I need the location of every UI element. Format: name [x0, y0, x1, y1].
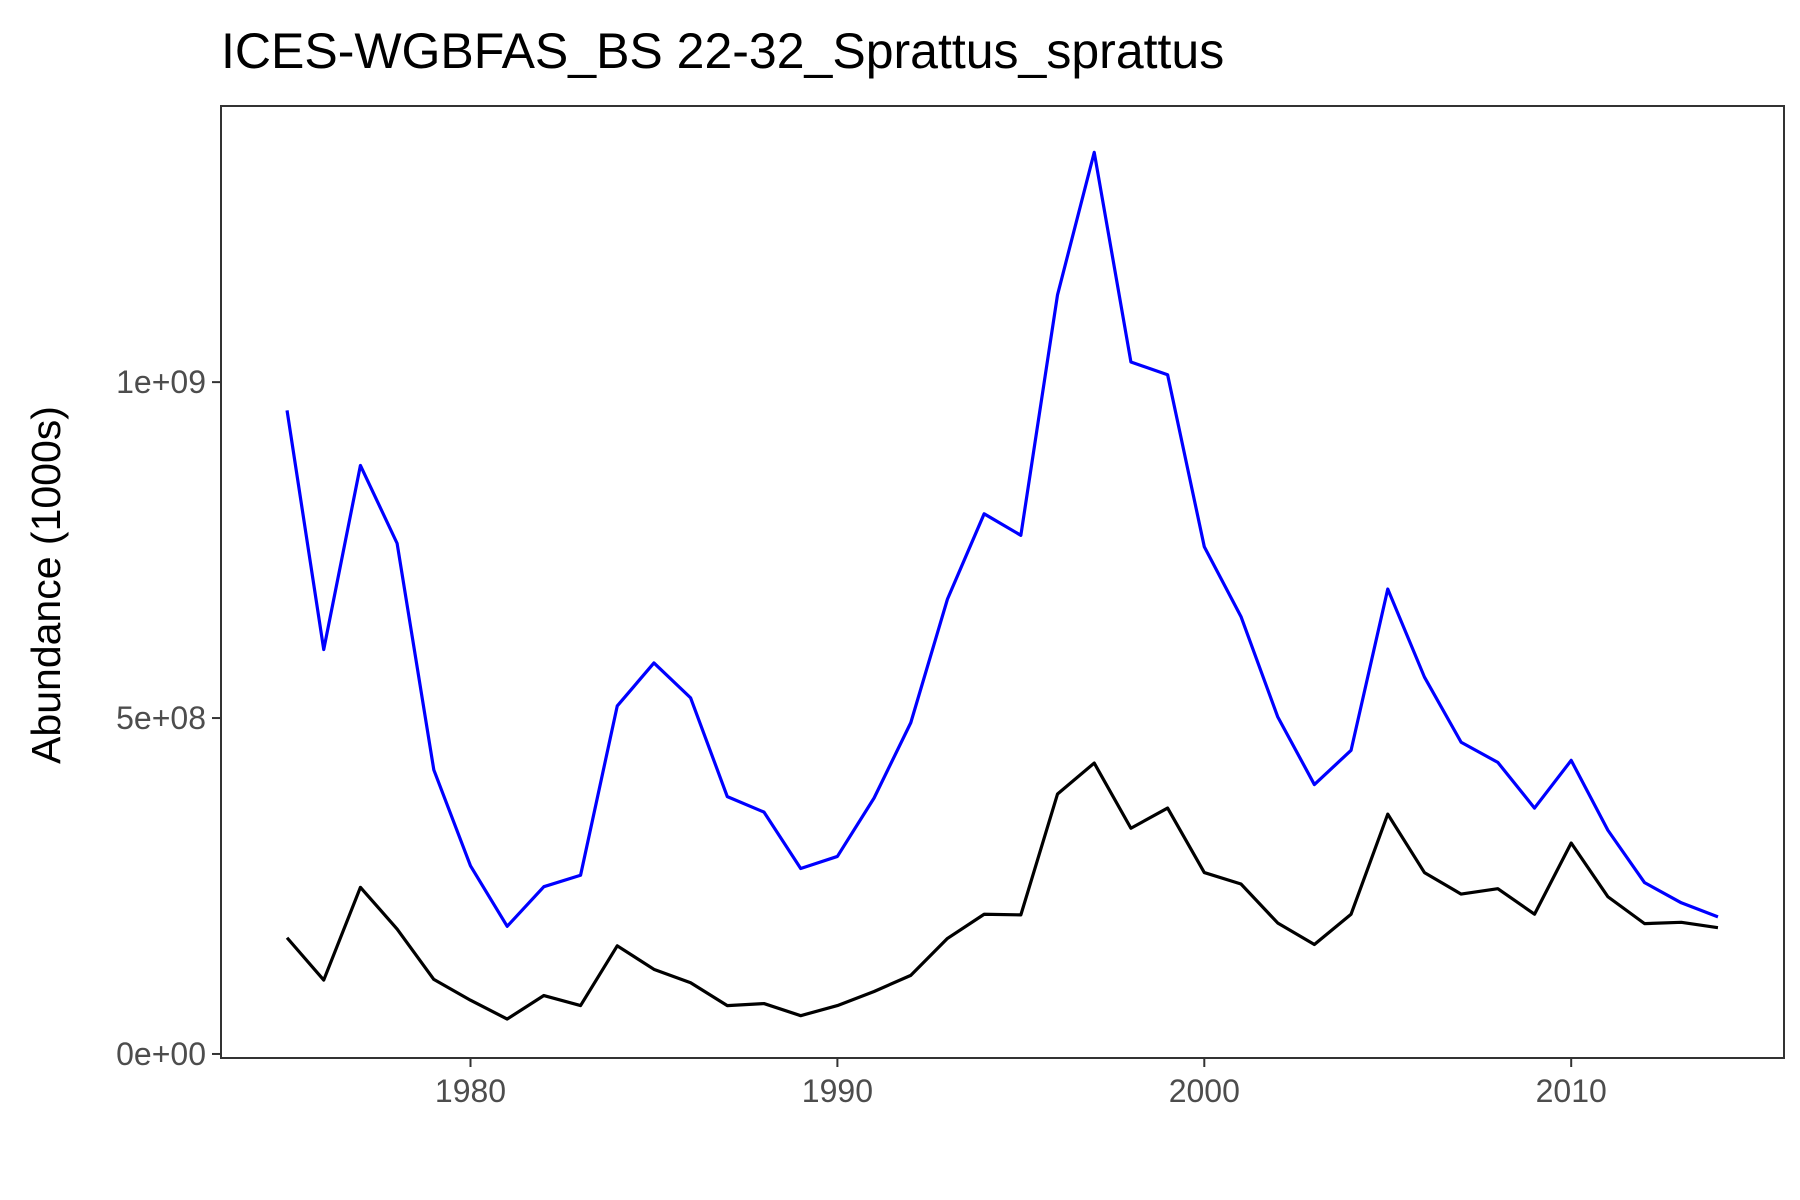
series-line-2	[285, 761, 1719, 1021]
chart-title: ICES-WGBFAS_BS 22-32_Sprattus_sprattus	[221, 23, 1224, 79]
y-axis-label: Abundance (1000s)	[23, 406, 69, 764]
y-axis: 0e+00 5e+08 1e+09	[116, 364, 221, 1072]
plot-area	[220, 105, 1785, 1059]
y-tick-label: 1e+09	[116, 364, 206, 400]
x-tick-label: 1990	[802, 1073, 873, 1109]
series-group	[285, 150, 1719, 1021]
series-line-1	[285, 150, 1719, 928]
x-tick-label: 2000	[1169, 1073, 1240, 1109]
x-tick-label: 2010	[1536, 1073, 1607, 1109]
x-axis: 1980 1990 2000 2010	[435, 1058, 1607, 1109]
x-tick-label: 1980	[435, 1073, 506, 1109]
panel-border	[220, 105, 1785, 1059]
y-tick-label: 5e+08	[116, 700, 206, 736]
y-tick-label: 0e+00	[116, 1036, 206, 1072]
